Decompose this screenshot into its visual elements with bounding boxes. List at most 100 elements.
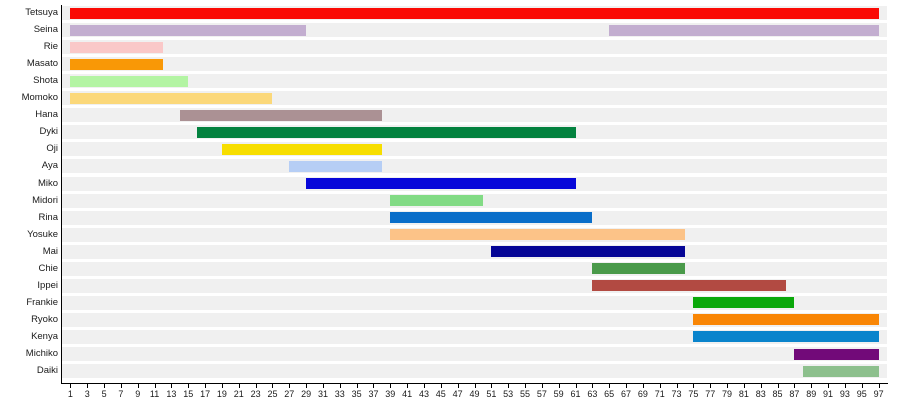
gantt-bar[interactable]	[306, 178, 576, 189]
task-label-column: Tetsuya Seina Rie Masato Shota Momoko Hana Dyki…	[0, 0, 58, 382]
row-label-midori: Midori	[32, 194, 58, 206]
tick-mark	[794, 384, 796, 388]
tick-label: 77	[705, 389, 716, 399]
row-label-miko: Miko	[37, 177, 58, 189]
tick-mark	[238, 384, 240, 388]
gantt-bar[interactable]	[196, 126, 576, 138]
gantt-bar[interactable]	[592, 263, 685, 275]
tick-label: 67	[621, 389, 632, 399]
tick-mark	[592, 384, 594, 388]
tick-mark	[760, 384, 762, 388]
tick-label: 95	[856, 389, 867, 399]
tick-label: 45	[435, 389, 446, 399]
row-band	[62, 312, 887, 327]
tick-mark	[642, 384, 644, 388]
tick-label: 71	[654, 389, 665, 399]
row-label-kenya: Kenya	[31, 330, 58, 342]
row-label-momoko: Momoko	[21, 92, 58, 104]
tick-mark	[407, 384, 409, 388]
gantt-bar[interactable]	[221, 143, 382, 155]
gantt-bar[interactable]	[70, 24, 307, 36]
tick-mark	[508, 384, 510, 388]
tick-mark	[811, 384, 813, 388]
gantt-bar[interactable]	[491, 246, 685, 258]
tick-label: 17	[200, 389, 211, 399]
tick-mark	[693, 384, 695, 388]
row-band	[62, 329, 887, 344]
tick-label: 29	[301, 389, 312, 399]
row-label-ryoko: Ryoko	[31, 313, 58, 325]
tick-label: 91	[823, 389, 834, 399]
row-band	[62, 74, 887, 89]
row-label-frankie: Frankie	[26, 296, 58, 308]
tick-mark	[188, 384, 190, 388]
tick-mark	[289, 384, 291, 388]
tick-mark	[154, 384, 156, 388]
tick-label: 83	[755, 389, 766, 399]
tick-label: 47	[452, 389, 463, 399]
row-label-chie: Chie	[38, 262, 58, 274]
tick-label: 19	[216, 389, 227, 399]
tick-mark	[120, 384, 122, 388]
tick-mark	[339, 384, 341, 388]
tick-label: 69	[637, 389, 648, 399]
tick-mark	[171, 384, 173, 388]
tick-mark	[440, 384, 442, 388]
tick-label: 51	[486, 389, 497, 399]
tick-label: 11	[149, 389, 160, 399]
gantt-bar[interactable]	[289, 160, 382, 172]
gantt-bar[interactable]	[70, 75, 189, 87]
gantt-bar[interactable]	[390, 212, 593, 224]
tick-label: 13	[166, 389, 177, 399]
tick-label: 55	[519, 389, 531, 399]
gantt-bar[interactable]	[70, 41, 163, 53]
tick-label: 35	[351, 389, 362, 399]
gantt-bar[interactable]	[390, 195, 483, 207]
row-label-aya: Aya	[41, 160, 58, 172]
tick-mark	[272, 384, 274, 388]
row-band	[62, 40, 887, 55]
tick-label: 49	[469, 389, 480, 399]
row-band	[62, 142, 887, 157]
gantt-bar[interactable]	[592, 280, 786, 292]
tick-label: 59	[553, 389, 564, 399]
row-label-mai: Mai	[42, 245, 58, 257]
row-label-tetsuya: Tetsuya	[25, 7, 58, 18]
gantt-bar[interactable]	[693, 297, 795, 309]
tick-mark	[474, 384, 476, 388]
gantt-bar[interactable]	[609, 24, 879, 36]
row-label-daiki: Daiki	[36, 365, 58, 377]
tick-label: 97	[873, 389, 884, 399]
gantt-bar[interactable]	[794, 348, 879, 360]
row-band	[62, 295, 887, 310]
tick-mark	[558, 384, 560, 388]
tick-label: 61	[570, 389, 581, 399]
tick-mark	[423, 384, 425, 388]
tick-mark	[390, 384, 392, 388]
tick-mark	[306, 384, 308, 388]
gantt-bar[interactable]	[179, 109, 382, 121]
tick-label: 33	[334, 389, 345, 399]
gantt-bar[interactable]	[70, 92, 273, 104]
gantt-bar[interactable]	[693, 331, 879, 343]
gantt-bar[interactable]	[693, 314, 879, 326]
gantt-bar[interactable]	[802, 365, 879, 377]
tick-label: 9	[135, 389, 141, 399]
gantt-bar[interactable]	[70, 7, 879, 19]
tick-label: 25	[267, 389, 278, 399]
gantt-bar[interactable]	[390, 229, 685, 241]
row-label-rina: Rina	[38, 211, 58, 223]
row-label-ippei: Ippei	[37, 279, 58, 291]
row-label-masato: Masato	[26, 58, 58, 70]
tick-mark	[727, 384, 729, 388]
tick-label: 1	[67, 389, 73, 399]
tick-mark	[205, 384, 207, 388]
gantt-bar[interactable]	[70, 58, 163, 70]
row-label-rie: Rie	[43, 41, 58, 53]
row-label-yosuke: Yosuke	[27, 228, 58, 240]
tick-label: 31	[317, 389, 328, 399]
x-axis-ticks: 1 3 5 7 9 11 13 15 17 19 21 23 25 27 29 31 33 35 37 39 41 43 4…	[62, 384, 887, 408]
row-band	[62, 347, 887, 361]
tick-mark	[525, 384, 526, 388]
tick-label: 39	[385, 389, 396, 399]
